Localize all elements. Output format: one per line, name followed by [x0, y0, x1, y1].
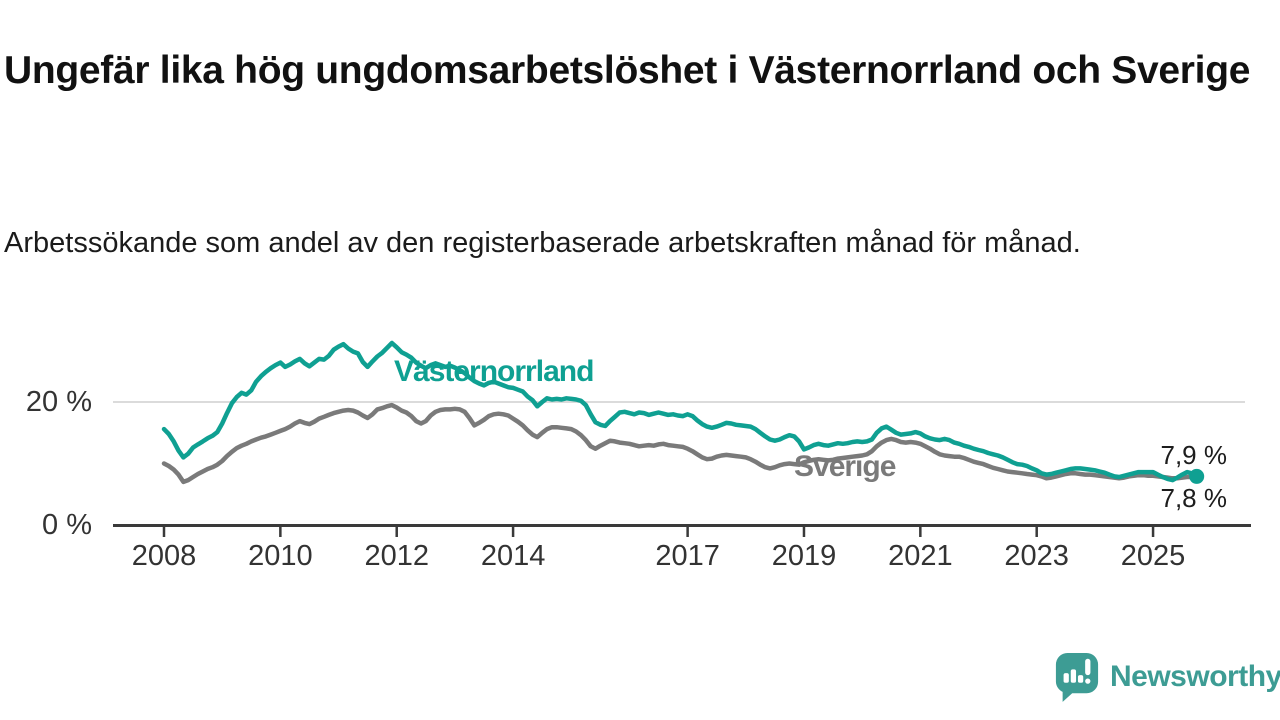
page-title: Ungefär lika hög ungdomsarbetslöshet i V… — [4, 49, 1251, 93]
x-axis-label: 2023 — [1004, 540, 1069, 572]
end-value-label-sverige: 7,8 % — [1160, 483, 1228, 513]
series-end-dot — [1189, 468, 1205, 484]
x-axis-label: 2008 — [131, 540, 197, 572]
page-subtitle: Arbetssökande som andel av den registerb… — [4, 227, 1081, 259]
y-axis-label: 0 % — [42, 509, 92, 541]
newsworthy-logo: Newsworthy — [1054, 650, 1280, 704]
x-axis-label: 2010 — [248, 540, 313, 572]
end-value-label-vasternorrland: 7,9 % — [1160, 440, 1228, 470]
x-axis-label: 2019 — [771, 540, 837, 572]
x-axis-label: 2014 — [480, 540, 546, 572]
newsworthy-logo-icon — [1055, 653, 1099, 702]
series-label-sverige: Sverige — [794, 450, 896, 483]
x-axis-label: 2017 — [655, 540, 720, 572]
x-axis-label: 2012 — [364, 540, 429, 572]
series-label-vasternorrland: Västernorrland — [394, 355, 594, 388]
series-line-västernorrland — [161, 340, 1199, 483]
y-axis-label: 20 % — [25, 386, 92, 418]
x-axis-label: 2025 — [1120, 540, 1186, 572]
x-axis-label: 2021 — [888, 540, 953, 572]
newsworthy-logo-text: Newsworthy — [1110, 660, 1280, 693]
series-line-sverige — [161, 402, 1199, 485]
